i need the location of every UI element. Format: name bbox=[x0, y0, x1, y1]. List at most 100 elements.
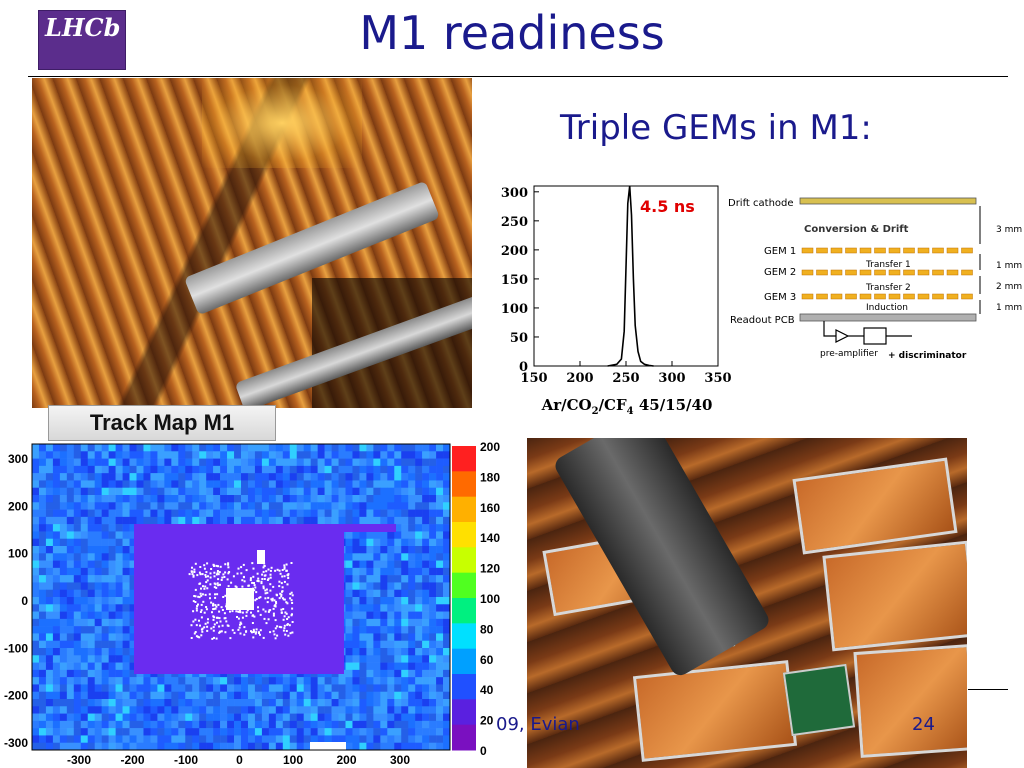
empty-cell bbox=[291, 594, 294, 597]
track-map-cell bbox=[206, 728, 214, 736]
track-map-cell bbox=[199, 509, 207, 518]
track-map-cell bbox=[387, 487, 395, 496]
track-map-cell bbox=[73, 618, 82, 627]
color-scale-tick-label: 20 bbox=[480, 714, 494, 728]
track-map-cell bbox=[387, 516, 395, 525]
track-map-cell bbox=[220, 480, 228, 489]
track-map-cell bbox=[108, 531, 116, 540]
empty-cell bbox=[284, 611, 287, 614]
track-map-cell bbox=[87, 626, 95, 634]
track-map-cell bbox=[436, 720, 444, 729]
track-map-cell bbox=[136, 465, 144, 474]
track-map-cell bbox=[254, 444, 263, 452]
track-map-cell bbox=[282, 699, 291, 707]
track-map-cell bbox=[366, 546, 374, 554]
track-map-cell bbox=[94, 706, 102, 714]
track-map-cell bbox=[443, 611, 451, 620]
track-map-cell bbox=[241, 699, 249, 707]
track-map-cell bbox=[32, 465, 40, 474]
track-map-cell bbox=[436, 495, 444, 503]
track-map-cell bbox=[443, 465, 451, 474]
empty-cell bbox=[216, 621, 218, 624]
empty-cell bbox=[273, 599, 276, 602]
track-map-cell bbox=[373, 582, 381, 591]
empty-cell bbox=[220, 579, 223, 581]
track-map-cell bbox=[108, 567, 116, 576]
track-map-cell bbox=[129, 626, 137, 634]
track-map-cell bbox=[275, 480, 284, 489]
track-map-cell bbox=[366, 480, 374, 489]
track-map-cell bbox=[192, 720, 200, 729]
track-map-cell bbox=[213, 502, 221, 510]
track-map-cell bbox=[415, 742, 423, 751]
track-map-cell bbox=[32, 575, 40, 583]
track-map-cell bbox=[73, 728, 82, 736]
track-map-cell bbox=[359, 728, 367, 736]
empty-cell bbox=[278, 597, 281, 600]
track-map-cell bbox=[220, 458, 228, 467]
empty-cell bbox=[201, 630, 204, 633]
track-map-cell bbox=[352, 669, 360, 678]
track-map-cell bbox=[415, 735, 423, 744]
track-map-cell bbox=[234, 444, 242, 452]
track-map-cell bbox=[45, 640, 54, 649]
track-map-cell bbox=[80, 611, 89, 620]
track-map-cell bbox=[87, 538, 95, 547]
track-map-cell bbox=[254, 480, 263, 489]
track-map-cell bbox=[380, 465, 388, 474]
track-map-cell bbox=[45, 524, 54, 532]
empty-cell bbox=[220, 630, 223, 633]
track-map-cell bbox=[429, 691, 437, 700]
track-map-cell bbox=[129, 444, 137, 452]
track-map-cell bbox=[192, 502, 200, 510]
track-map-cell bbox=[234, 473, 242, 481]
track-map-cell bbox=[380, 444, 388, 452]
track-map-cell bbox=[94, 495, 102, 503]
track-map-cell bbox=[401, 487, 409, 496]
track-map-cell bbox=[150, 516, 158, 525]
track-map-cell bbox=[373, 626, 381, 634]
track-map-cell bbox=[59, 706, 68, 714]
empty-cell bbox=[283, 580, 286, 583]
track-map-cell bbox=[331, 706, 339, 714]
track-map-cell bbox=[227, 691, 235, 700]
track-map-cell bbox=[373, 684, 381, 693]
track-map-cell bbox=[52, 604, 61, 612]
page-number: 24 bbox=[912, 714, 935, 735]
track-map-y-tick-label: 100 bbox=[8, 547, 28, 561]
track-map-cell bbox=[164, 509, 172, 518]
track-map-cell bbox=[115, 524, 123, 532]
track-map-cell bbox=[275, 509, 284, 518]
empty-cell bbox=[254, 599, 257, 602]
empty-cell bbox=[205, 608, 208, 611]
track-map-cell bbox=[52, 713, 61, 722]
track-map-cell bbox=[380, 684, 388, 693]
track-map-cell bbox=[401, 662, 409, 671]
track-map-cell bbox=[289, 684, 298, 693]
track-map-cell bbox=[38, 597, 47, 605]
track-map-cell bbox=[324, 465, 332, 474]
track-map-cell bbox=[408, 509, 416, 518]
track-map-cell bbox=[247, 487, 256, 496]
track-map-cell bbox=[408, 553, 416, 561]
track-map-cell bbox=[443, 597, 451, 605]
track-map-cell bbox=[429, 502, 437, 510]
track-map-cell bbox=[443, 742, 451, 751]
track-map-cell bbox=[345, 611, 353, 620]
title-divider bbox=[28, 76, 1008, 77]
track-map-cell bbox=[192, 699, 200, 707]
track-map-cell bbox=[192, 480, 200, 489]
track-map-cell bbox=[422, 553, 430, 561]
track-map-cell bbox=[296, 516, 304, 525]
track-map-cell bbox=[415, 648, 423, 656]
track-map-cell bbox=[164, 458, 172, 467]
track-map-cell bbox=[52, 699, 61, 707]
track-map-cell bbox=[164, 706, 172, 714]
empty-cell bbox=[282, 629, 285, 632]
track-map-cell bbox=[289, 720, 298, 729]
track-map-cell bbox=[394, 560, 402, 569]
track-map-cell bbox=[394, 516, 402, 525]
color-scale-band bbox=[452, 572, 476, 599]
track-map-cell bbox=[408, 728, 416, 736]
color-scale-band bbox=[452, 623, 476, 650]
